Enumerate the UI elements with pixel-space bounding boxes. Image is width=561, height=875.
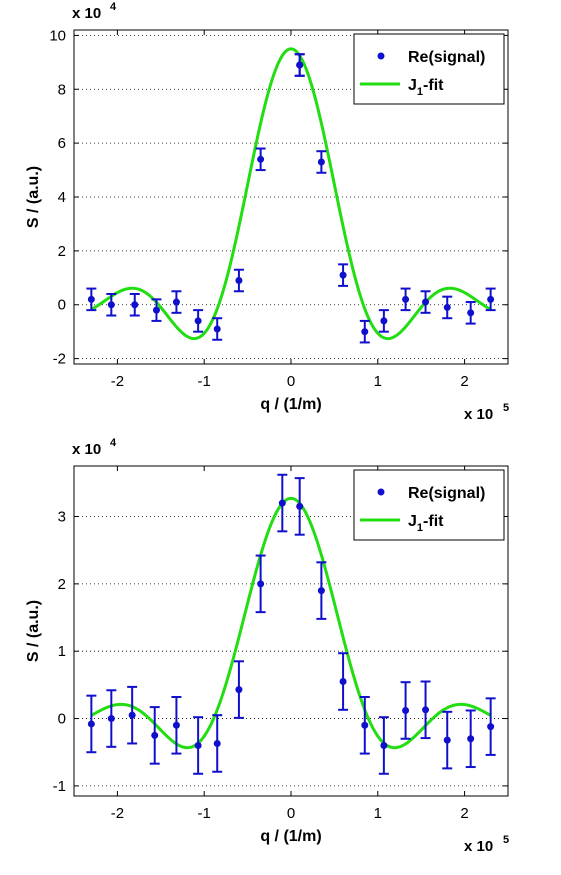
data-point — [487, 295, 495, 303]
data-point — [131, 301, 139, 309]
data-point — [467, 735, 475, 743]
y-multiplier: x 10 — [72, 5, 101, 22]
x-multiplier-exponent: 5 — [503, 402, 509, 414]
data-point — [467, 309, 475, 317]
x-multiplier: x 10 — [464, 406, 493, 423]
data-point — [213, 325, 221, 333]
data-point — [151, 731, 159, 739]
data-point — [317, 587, 325, 595]
data-point — [194, 741, 202, 749]
data-point — [422, 298, 430, 306]
data-point — [107, 301, 115, 309]
legend-box — [353, 469, 505, 541]
x-multiplier-exponent: 5 — [503, 834, 509, 846]
y-axis-label: S / (a.u.) — [25, 166, 42, 228]
y-tick-label: 1 — [58, 643, 66, 660]
x-tick-label: -2 — [111, 373, 124, 390]
data-point — [257, 580, 265, 588]
y-tick-label: 3 — [58, 509, 66, 526]
data-point — [402, 706, 410, 714]
data-point — [128, 711, 136, 719]
data-point — [107, 715, 115, 723]
data-point — [487, 723, 495, 731]
y-tick-label: 2 — [58, 243, 66, 260]
data-point — [194, 317, 202, 325]
chart-top: -2 0 2 4 6 8 10 -2 -1 0 1 2 q / (1/m) S / (a.u.) x 10 4… — [25, 1, 509, 423]
x-tick-label: 0 — [287, 805, 295, 822]
data-point — [380, 317, 388, 325]
data-point — [257, 155, 265, 163]
data-point — [278, 499, 286, 507]
data-point — [235, 277, 243, 284]
y-tick-label: 4 — [58, 189, 66, 206]
data-point — [152, 306, 160, 314]
x-axis-label: q / (1/m) — [260, 396, 321, 413]
data-point — [87, 720, 95, 728]
data-point — [402, 295, 410, 303]
x-tick-label: 0 — [287, 373, 295, 390]
data-point — [443, 736, 451, 744]
y-tick-label: 0 — [58, 297, 66, 314]
x-tick-label: -2 — [111, 805, 124, 822]
data-point — [296, 61, 304, 69]
data-point — [87, 295, 95, 303]
legend-label-fit: J1-fit — [408, 513, 444, 534]
data-point — [380, 741, 388, 749]
x-tick-label: -1 — [198, 805, 211, 822]
y-tick-label: -2 — [53, 351, 66, 368]
data-point — [235, 686, 243, 694]
data-point — [361, 328, 369, 336]
chart-bottom: -1 0 1 2 3 -2 -1 0 1 2 q / (1/m) S / (a.u.) x 10 4 x 1… — [25, 437, 509, 855]
legend-label-points: Re(signal) — [408, 485, 485, 502]
data-point — [361, 721, 369, 729]
y-tick-label: 8 — [58, 81, 66, 98]
data-point — [296, 502, 304, 510]
y-multiplier-exponent: 4 — [110, 437, 117, 449]
legend-box — [353, 33, 505, 105]
x-axis-label: q / (1/m) — [260, 828, 321, 845]
data-point — [443, 303, 451, 311]
data-point — [339, 271, 347, 279]
legend-label-points: Re(signal) — [408, 49, 485, 66]
y-multiplier: x 10 — [72, 441, 101, 458]
x-tick-label: 2 — [460, 805, 468, 822]
fit-line — [90, 496, 492, 750]
data-point — [339, 678, 347, 686]
y-tick-label: 0 — [58, 711, 66, 728]
x-tick-label: -1 — [198, 373, 211, 390]
data-point — [213, 739, 221, 747]
y-tick-label: 2 — [58, 576, 66, 593]
legend-marker-points — [377, 52, 385, 60]
x-tick-label: 1 — [374, 373, 382, 390]
y-tick-label: 10 — [49, 27, 66, 44]
x-multiplier: x 10 — [464, 838, 493, 855]
y-axis-label: S / (a.u.) — [25, 600, 42, 662]
y-tick-label: -1 — [53, 778, 66, 795]
legend-label-fit: J1-fit — [408, 77, 444, 98]
data-point — [172, 721, 180, 729]
data-point — [317, 158, 325, 166]
y-multiplier-exponent: 4 — [110, 1, 117, 13]
data-point — [422, 706, 430, 714]
x-tick-label: 1 — [374, 805, 382, 822]
y-tick-label: 6 — [58, 135, 66, 152]
x-tick-label: 2 — [460, 373, 468, 390]
data-point — [172, 298, 180, 306]
legend-marker-points — [377, 488, 385, 496]
